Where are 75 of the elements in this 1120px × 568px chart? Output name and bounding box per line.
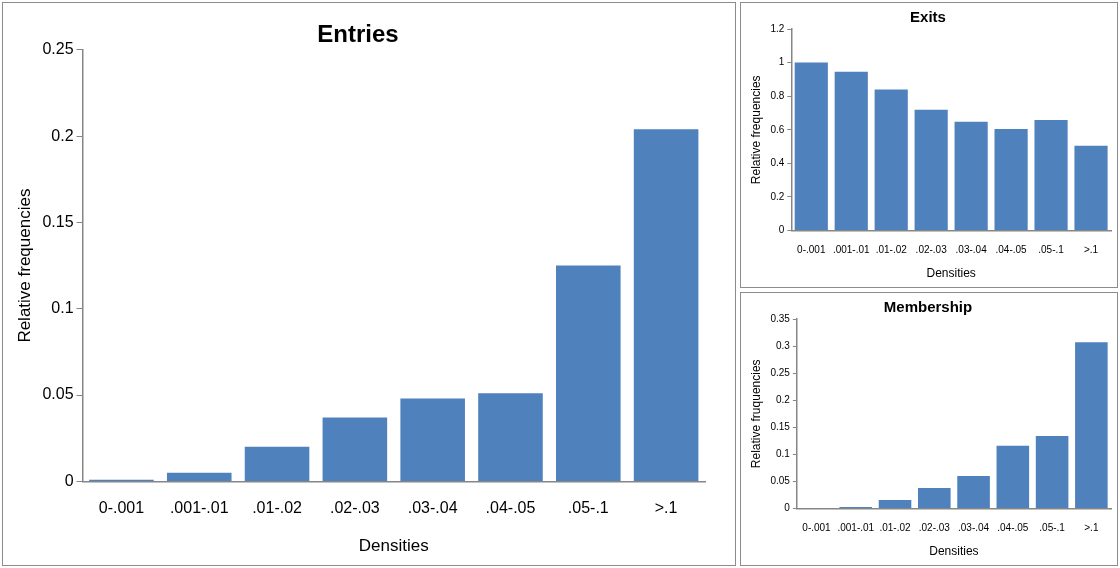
- bar: [1035, 436, 1069, 509]
- y-tick-label: 0.2: [770, 190, 785, 202]
- x-tick-label: .04-.05: [997, 522, 1029, 534]
- x-tick-label: .02-.03: [915, 244, 948, 256]
- x-tick-label: .02-.03: [918, 522, 951, 534]
- y-tick-label: 0.15: [770, 421, 791, 433]
- x-axis-title: Densities: [926, 266, 976, 281]
- bar: [994, 128, 1028, 231]
- x-tick-label: 0-.001: [797, 244, 826, 256]
- bar: [478, 393, 543, 481]
- x-tick-label: .05-.1: [1038, 244, 1065, 256]
- bar: [166, 472, 232, 481]
- x-tick-label: .04-.05: [485, 499, 536, 517]
- y-tick-label: 0.1: [51, 299, 74, 317]
- bar: [633, 129, 699, 481]
- bar: [322, 417, 388, 481]
- bar: [1075, 342, 1108, 509]
- y-tick-label: 0.3: [775, 339, 791, 351]
- y-tick-label: 0.15: [42, 212, 74, 230]
- y-tick-label: 0.2: [775, 394, 791, 406]
- y-tick-label: 0.1: [775, 448, 791, 460]
- x-tick-label: .03-.04: [957, 522, 990, 534]
- x-tick-label: .05-.1: [567, 499, 609, 517]
- bar: [874, 89, 908, 231]
- x-tick-label: .02-.03: [329, 499, 380, 517]
- chart-title: Entries: [317, 20, 399, 48]
- x-tick-label: 0-.001: [802, 522, 832, 534]
- y-tick-label: 0.05: [42, 385, 74, 403]
- y-tick-label: 0.25: [770, 366, 791, 378]
- y-tick-label: 0.25: [42, 40, 74, 58]
- y-axis-title: Relative frequencies: [748, 75, 763, 185]
- chart-title: Exits: [910, 8, 946, 26]
- y-tick-label: 0.05: [770, 475, 791, 487]
- bar: [400, 398, 465, 481]
- y-tick-label: 0.2: [51, 126, 74, 144]
- bar: [914, 109, 948, 231]
- x-tick-label: .03-.04: [955, 244, 988, 256]
- x-tick-label: >.1: [654, 499, 678, 517]
- x-tick-label: 0-.001: [98, 499, 145, 517]
- x-tick-label: .04-.05: [995, 244, 1028, 256]
- y-tick-label: 1: [778, 56, 785, 68]
- y-axis-title: Relative fruquencies: [748, 359, 763, 469]
- y-tick-label: 0.6: [770, 123, 785, 135]
- x-tick-label: .05-.1: [1039, 522, 1066, 534]
- x-tick-label: >.1: [1083, 244, 1099, 256]
- bar: [954, 121, 988, 231]
- y-tick-label: 0: [64, 471, 74, 489]
- x-tick-label: .01-.02: [879, 522, 912, 534]
- y-axis-title: Relative frequencies: [14, 188, 34, 343]
- bar: [996, 445, 1030, 509]
- y-tick-label: 0.4: [770, 157, 785, 169]
- bar: [794, 62, 828, 231]
- y-tick-label: 0: [778, 224, 785, 236]
- y-tick-label: 1.2: [770, 22, 785, 34]
- x-tick-label: .03-.04: [407, 499, 458, 517]
- x-axis-title: Densities: [929, 544, 979, 559]
- x-tick-label: .001-.01: [832, 244, 871, 256]
- bar: [918, 488, 951, 509]
- y-tick-label: 0: [784, 502, 791, 514]
- chart-title: Membership: [883, 298, 973, 316]
- bar: [1034, 120, 1068, 231]
- bar: [878, 499, 912, 509]
- bar: [1074, 145, 1108, 231]
- bar: [834, 71, 868, 231]
- x-tick-label: .001-.01: [169, 499, 229, 517]
- x-tick-label: .01-.02: [875, 244, 908, 256]
- x-tick-label: .001-.01: [837, 522, 875, 534]
- y-tick-label: 0.35: [770, 312, 791, 324]
- bar: [244, 446, 310, 481]
- x-axis-title: Densities: [358, 536, 429, 556]
- y-tick-label: 0.8: [770, 89, 785, 101]
- x-tick-label: .01-.02: [252, 499, 303, 517]
- x-tick-label: >.1: [1084, 522, 1099, 534]
- bar: [556, 265, 621, 481]
- bar: [957, 476, 990, 509]
